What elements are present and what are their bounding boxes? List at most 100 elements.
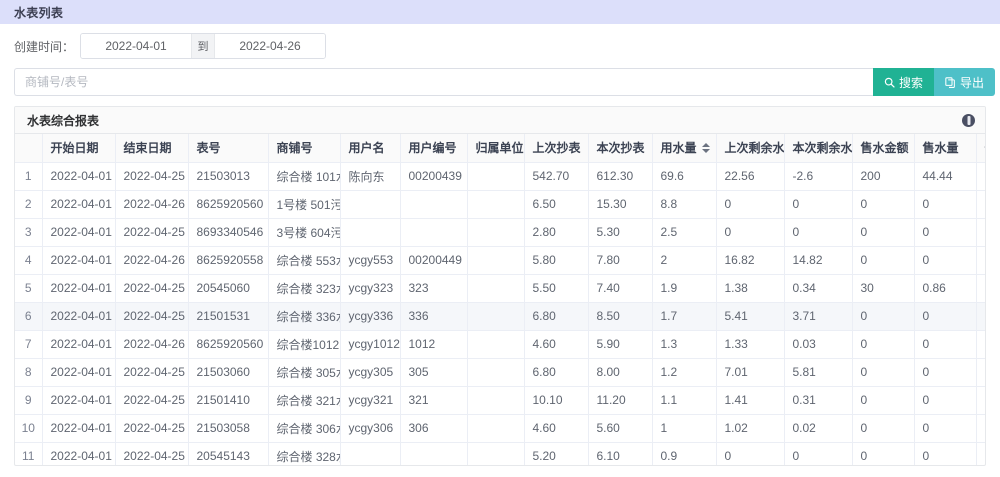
- cell-last-remaining: 5.41: [716, 302, 785, 331]
- column-header-last-reading[interactable]: 上次抄表: [524, 134, 589, 163]
- column-header-shop-no[interactable]: 商铺号: [268, 134, 341, 163]
- cell-last-remaining: 0: [716, 218, 785, 247]
- column-header-sold-volume[interactable]: 售水量: [914, 134, 977, 163]
- cell-shop-no: 综合楼 328水表: [268, 442, 341, 465]
- cell-current-remaining: 14.82: [784, 246, 853, 275]
- cell-last-reading: 10.10: [524, 386, 589, 415]
- cell-meter-no: 20545060: [188, 274, 269, 303]
- search-icon: [884, 77, 895, 88]
- cell-start-date: 2022-04-01: [42, 330, 116, 359]
- page-title: 水表列表: [14, 5, 64, 20]
- row-index: 11: [15, 442, 43, 465]
- row-index: 3: [15, 218, 43, 247]
- cell-org-unit: [467, 246, 525, 275]
- search-button[interactable]: 搜索: [872, 68, 934, 96]
- cell-sold-amount: 0: [852, 302, 915, 331]
- date-end-input[interactable]: 2022-04-26: [215, 34, 326, 58]
- cell-sold-amount: 0: [852, 386, 915, 415]
- export-button[interactable]: 导出: [933, 68, 995, 96]
- cell-water-usage: 1.1: [652, 386, 717, 415]
- column-header-current-remaining[interactable]: 本次剩余水量: [784, 134, 853, 163]
- cell-water-usage: 2: [652, 246, 717, 275]
- cell-sold-amount: 0: [852, 190, 915, 219]
- search-input[interactable]: [14, 68, 873, 96]
- cell-org-unit: [467, 162, 525, 191]
- cell-remark: [976, 302, 985, 331]
- cell-sold-volume: 0: [914, 246, 977, 275]
- cell-remark: [976, 246, 985, 275]
- row-index: 9: [15, 386, 43, 415]
- column-header-current-reading[interactable]: 本次抄表: [588, 134, 653, 163]
- cell-sold-amount: 0: [852, 442, 915, 465]
- cell-end-date: 2022-04-25: [115, 162, 189, 191]
- cell-remark: [976, 330, 985, 359]
- cell-remark: [976, 442, 985, 465]
- row-index: 8: [15, 358, 43, 387]
- column-header-water-usage[interactable]: 用水量: [652, 134, 717, 163]
- column-header-start-date[interactable]: 开始日期: [42, 134, 116, 163]
- cell-meter-no: 21503013: [188, 162, 269, 191]
- cell-start-date: 2022-04-01: [42, 302, 116, 331]
- cell-start-date: 2022-04-01: [42, 190, 116, 219]
- cell-current-reading: 15.30: [588, 190, 653, 219]
- cell-current-remaining: 0: [784, 190, 853, 219]
- column-header-last-remaining[interactable]: 上次剩余水量: [716, 134, 785, 163]
- report-panel-title: 水表综合报表: [27, 113, 100, 128]
- create-time-label: 创建时间：: [14, 39, 75, 54]
- cell-water-usage: 69.6: [652, 162, 717, 191]
- cell-current-reading: 8.50: [588, 302, 653, 331]
- cell-end-date: 2022-04-25: [115, 358, 189, 387]
- cell-user-name: [340, 190, 401, 219]
- settings-circle-icon[interactable]: [962, 113, 975, 127]
- cell-shop-no: 综合楼 321水表: [268, 386, 341, 415]
- date-start-input[interactable]: 2022-04-01: [81, 34, 192, 58]
- cell-current-reading: 7.40: [588, 274, 653, 303]
- column-header-user-no[interactable]: 用户编号: [400, 134, 468, 163]
- table-header: 开始日期 结束日期 表号 商铺号 用户名 用户编号 归属单位 上次抄表 本次抄表…: [15, 134, 985, 163]
- column-header-meter-no[interactable]: 表号: [188, 134, 269, 163]
- cell-end-date: 2022-04-25: [115, 218, 189, 247]
- cell-sold-amount: 30: [852, 274, 915, 303]
- date-range-picker[interactable]: 2022-04-01 到 2022-04-26: [80, 33, 327, 59]
- window-title-bar: 水表列表: [0, 0, 1000, 24]
- column-header-end-date[interactable]: 结束日期: [115, 134, 189, 163]
- cell-sold-volume: 0: [914, 358, 977, 387]
- cell-last-reading: 5.50: [524, 274, 589, 303]
- cell-user-no: 00200439: [400, 162, 468, 191]
- cell-start-date: 2022-04-01: [42, 386, 116, 415]
- cell-last-remaining: 16.82: [716, 246, 785, 275]
- cell-end-date: 2022-04-25: [115, 274, 189, 303]
- cell-shop-no: 综合楼 305水表: [268, 358, 341, 387]
- cell-current-remaining: 0.31: [784, 386, 853, 415]
- cell-shop-no: 综合楼 336水表: [268, 302, 341, 331]
- cell-last-remaining: 1.02: [716, 414, 785, 443]
- cell-current-reading: 6.10: [588, 442, 653, 465]
- cell-current-reading: 612.30: [588, 162, 653, 191]
- cell-sold-amount: 0: [852, 414, 915, 443]
- cell-water-usage: 0.9: [652, 442, 717, 465]
- column-header-user-name[interactable]: 用户名: [340, 134, 401, 163]
- cell-sold-volume: 44.44: [914, 162, 977, 191]
- cell-current-reading: 5.30: [588, 218, 653, 247]
- column-header-sold-amount[interactable]: 售水金额: [852, 134, 915, 163]
- column-header-org-unit[interactable]: 归属单位: [467, 134, 525, 163]
- cell-user-name: ycgy553: [340, 246, 401, 275]
- row-index: 2: [15, 190, 43, 219]
- cell-last-reading: 542.70: [524, 162, 589, 191]
- cell-end-date: 2022-04-25: [115, 386, 189, 415]
- cell-sold-volume: 0: [914, 414, 977, 443]
- cell-water-usage: 1.9: [652, 274, 717, 303]
- sort-caret-icon[interactable]: [701, 142, 710, 153]
- column-header-remark[interactable]: 备注: [976, 134, 985, 163]
